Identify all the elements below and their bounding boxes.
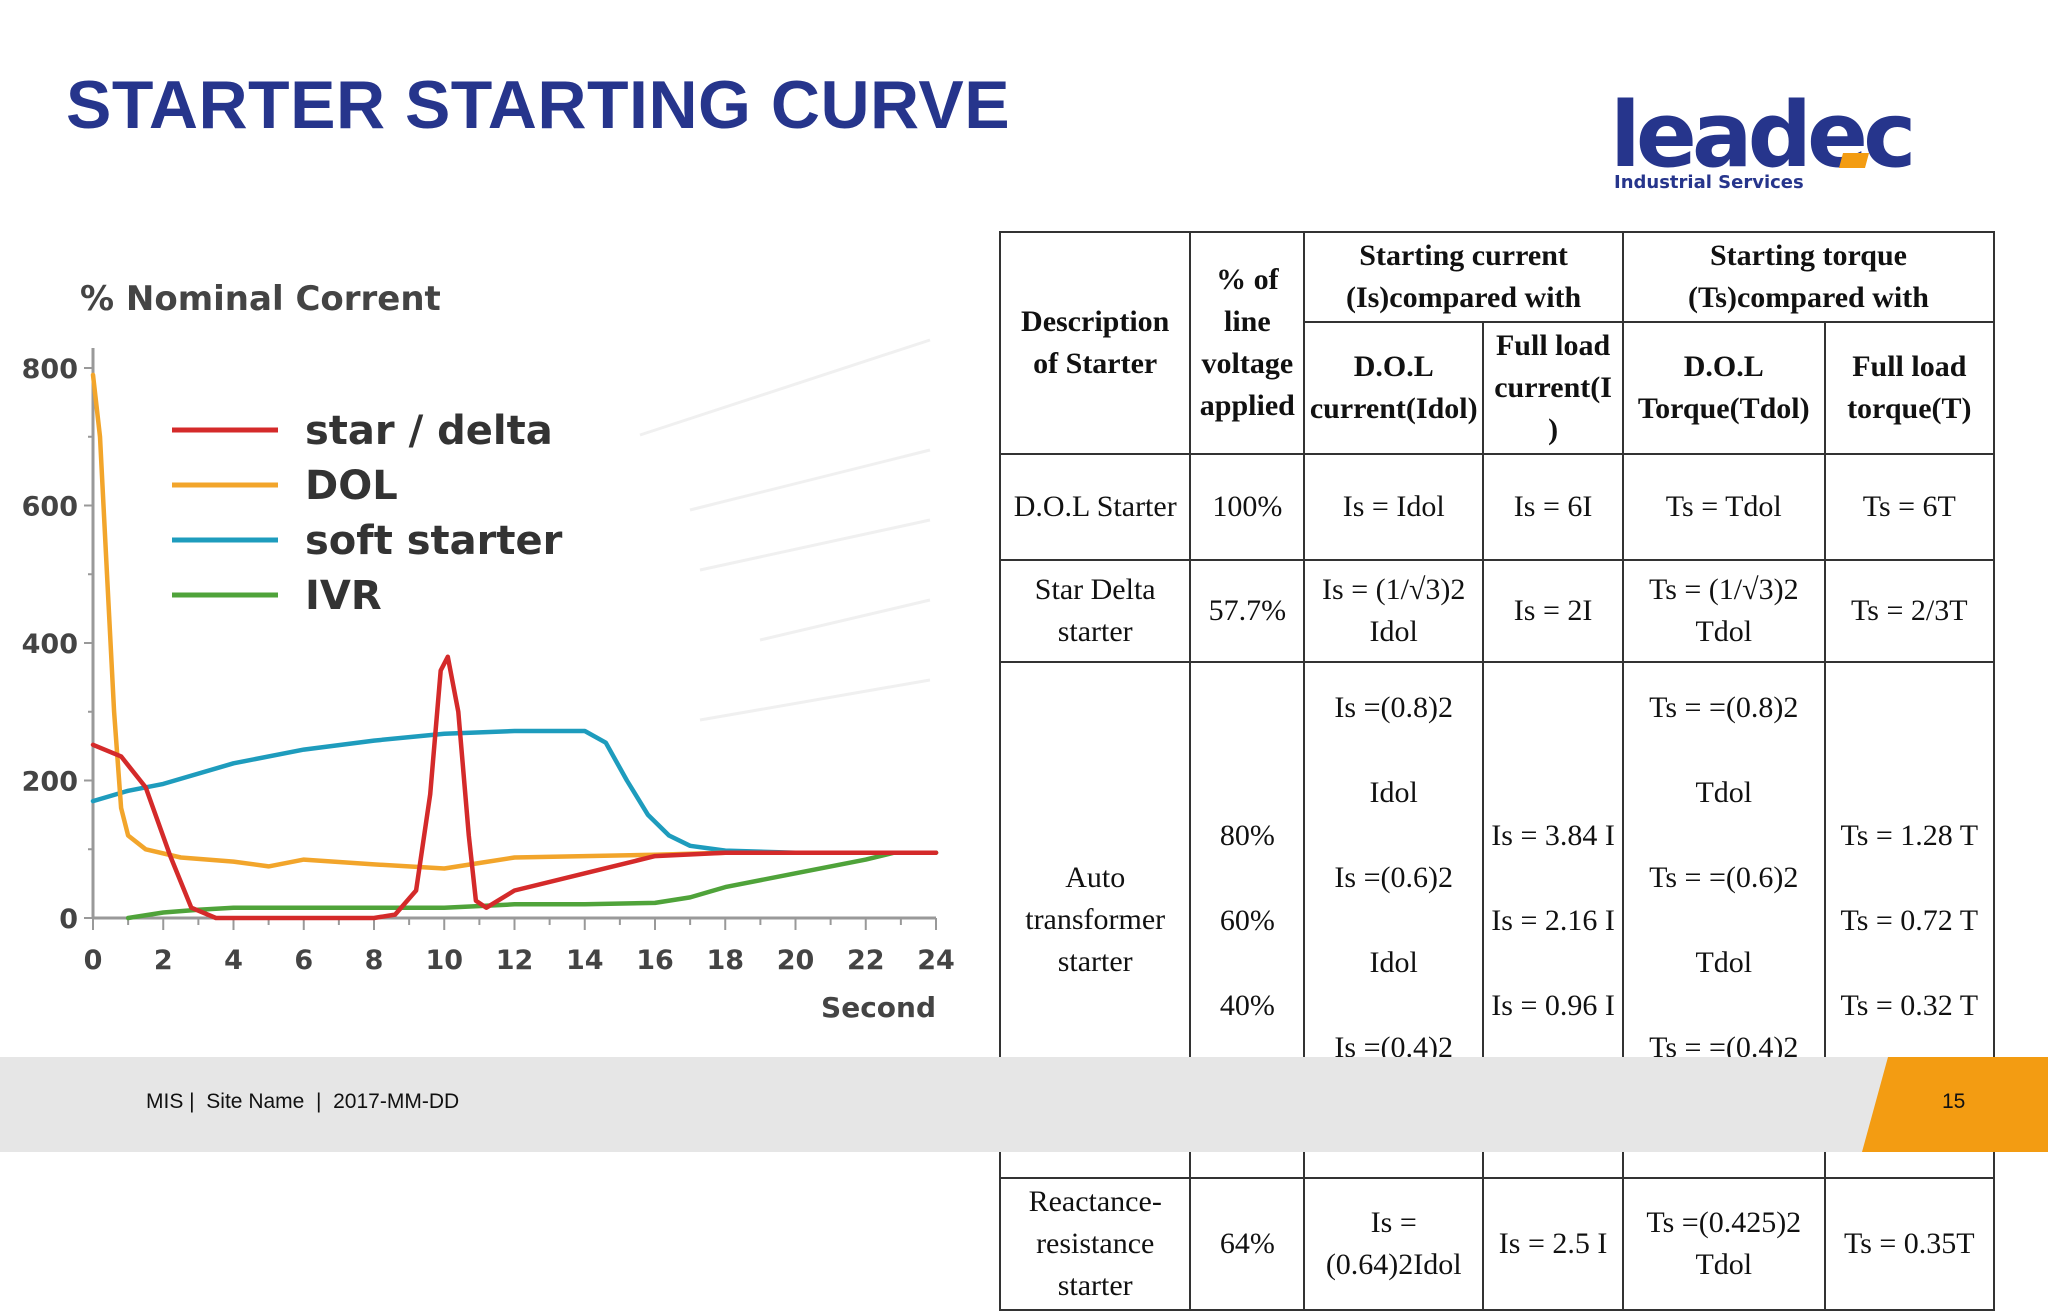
background-decoration	[639, 338, 931, 722]
x-tick-label: 6	[294, 945, 313, 976]
auto-dol-current-80: Is =(0.8)2 Idol	[1334, 691, 1453, 809]
x-tick-label: 4	[224, 945, 243, 976]
logo-accent-mark	[1838, 153, 1870, 168]
x-tick-label: 10	[425, 945, 463, 976]
x-tick-label: 0	[84, 945, 103, 976]
series-line-dol	[90, 372, 939, 871]
row-reactance-full-load-current: Is = 2.5 I	[1482, 1177, 1624, 1311]
auto-voltage-40: 40%	[1219, 988, 1275, 1022]
x-tick-label: 24	[917, 945, 955, 976]
background-stroke-2	[699, 518, 931, 572]
auto-full-load-torque-40: Ts = 0.32 T	[1840, 988, 1979, 1022]
background-stroke-1	[689, 448, 931, 512]
header-full-load-torque: Full load torque(T)	[1823, 321, 1996, 455]
x-tick-label: 20	[777, 945, 815, 976]
y-tick-label: 0	[59, 904, 78, 935]
auto-full-load-current-80: Is = 3.84 I	[1491, 818, 1615, 852]
header-line-voltage: % of line voltage applied	[1189, 231, 1306, 455]
legend-label-dol: DOL	[305, 463, 398, 509]
slide-title: STARTER STARTING CURVE	[66, 67, 1011, 143]
series-line-star-delta	[90, 654, 939, 921]
auto-full-load-current-60: Is = 2.16 I	[1491, 903, 1615, 937]
table-row: Star Delta starter 57.7% Is = (1/√3)2 Id…	[998, 559, 1996, 663]
header-full-load-current: Full load current(I )	[1482, 321, 1624, 455]
footer-text: MIS | Site Name | 2017-MM-DD	[146, 1090, 460, 1113]
auto-voltage-80: 80%	[1219, 818, 1275, 852]
x-tick-label: 22	[847, 945, 885, 976]
row-dol-name: D.O.L Starter	[998, 453, 1192, 561]
row-star-delta-full-load-current: Is = 2I	[1482, 559, 1624, 663]
table-row: D.O.L Starter 100% Is = Idol Is = 6I Ts …	[998, 453, 1996, 561]
header-starting-torque: Starting torque (Ts)compared with	[1621, 231, 1996, 323]
logo-wordmark: leadec	[1610, 83, 1916, 188]
row-dol-voltage: 100%	[1189, 453, 1306, 561]
row-dol-full-load-torque: Ts = 6T	[1823, 453, 1996, 561]
footer-bar	[0, 1057, 2048, 1152]
row-star-delta-voltage: 57.7%	[1189, 559, 1306, 663]
header-dol-current: D.O.L current(Idol)	[1303, 321, 1485, 455]
auto-full-load-torque-60: Ts = 0.72 T	[1840, 903, 1979, 937]
row-star-delta-dol-current: Is = (1/√3)2 Idol	[1303, 559, 1485, 663]
row-reactance-dol-torque: Ts =(0.425)2 Tdol	[1621, 1177, 1826, 1311]
row-dol-dol-current: Is = Idol	[1303, 453, 1485, 561]
header-starting-current: Starting current (Is)compared with	[1303, 231, 1624, 323]
page-number: 15	[1942, 1090, 1966, 1113]
y-tick-label: 400	[22, 629, 78, 660]
background-stroke-4	[699, 678, 931, 722]
auto-dol-torque-80: Ts = =(0.8)2 Tdol	[1649, 691, 1799, 809]
row-reactance-full-load-torque: Ts = 0.35T	[1823, 1177, 1996, 1311]
series-line-soft-starter	[90, 728, 939, 855]
row-star-delta-name: Star Delta starter	[998, 559, 1192, 663]
row-reactance-voltage: 64%	[1189, 1177, 1306, 1311]
legend-label-ivr: IVR	[305, 573, 382, 619]
auto-full-load-current-40: Is = 0.96 I	[1491, 988, 1615, 1022]
header-dol-torque: D.O.L Torque(Tdol)	[1621, 321, 1826, 455]
x-tick-label: 16	[636, 945, 674, 976]
auto-full-load-torque-80: Ts = 1.28 T	[1840, 818, 1979, 852]
row-star-delta-dol-torque: Ts = (1/√3)2 Tdol	[1621, 559, 1826, 663]
y-axis-label: % Nominal Corrent	[80, 279, 441, 319]
y-tick-label: 600	[22, 492, 78, 523]
x-axis-label: Second	[821, 991, 936, 1024]
chart-legend: star / delta DOL soft starter IVR	[172, 408, 563, 619]
y-tick-label: 800	[22, 354, 78, 385]
row-reactance-dol-current: Is = (0.64)2Idol	[1303, 1177, 1485, 1311]
row-star-delta-full-load-torque: Ts = 2/3T	[1823, 559, 1996, 663]
x-tick-label: 8	[365, 945, 384, 976]
x-tick-label: 2	[154, 945, 173, 976]
x-tick-label: 14	[566, 945, 604, 976]
legend-label-soft-starter: soft starter	[305, 518, 563, 564]
background-stroke-0	[639, 338, 931, 437]
x-tick-label: 18	[706, 945, 744, 976]
table-row: Reactance-resistance starter 64% Is = (0…	[998, 1177, 1996, 1311]
series-line-ivr	[125, 850, 939, 921]
row-dol-full-load-current: Is = 6I	[1482, 453, 1624, 561]
x-tick-label: 12	[496, 945, 534, 976]
logo-tagline: Industrial Services	[1614, 172, 1804, 193]
header-description: Description of Starter	[998, 231, 1192, 455]
auto-voltage-60: 60%	[1219, 903, 1275, 937]
auto-dol-torque-60: Ts = =(0.6)2 Tdol	[1649, 861, 1799, 979]
background-stroke-3	[759, 598, 931, 642]
row-reactance-name: Reactance-resistance starter	[998, 1177, 1192, 1311]
leadec-logo: leadec Industrial Services	[1610, 83, 1916, 198]
y-tick-label: 200	[22, 767, 78, 798]
legend-label-star-delta: star / delta	[305, 408, 553, 454]
row-dol-dol-torque: Ts = Tdol	[1621, 453, 1826, 561]
chart-series	[90, 372, 939, 921]
auto-dol-current-60: Is =(0.6)2 Idol	[1334, 861, 1453, 979]
page-number-box	[1862, 1057, 2048, 1152]
